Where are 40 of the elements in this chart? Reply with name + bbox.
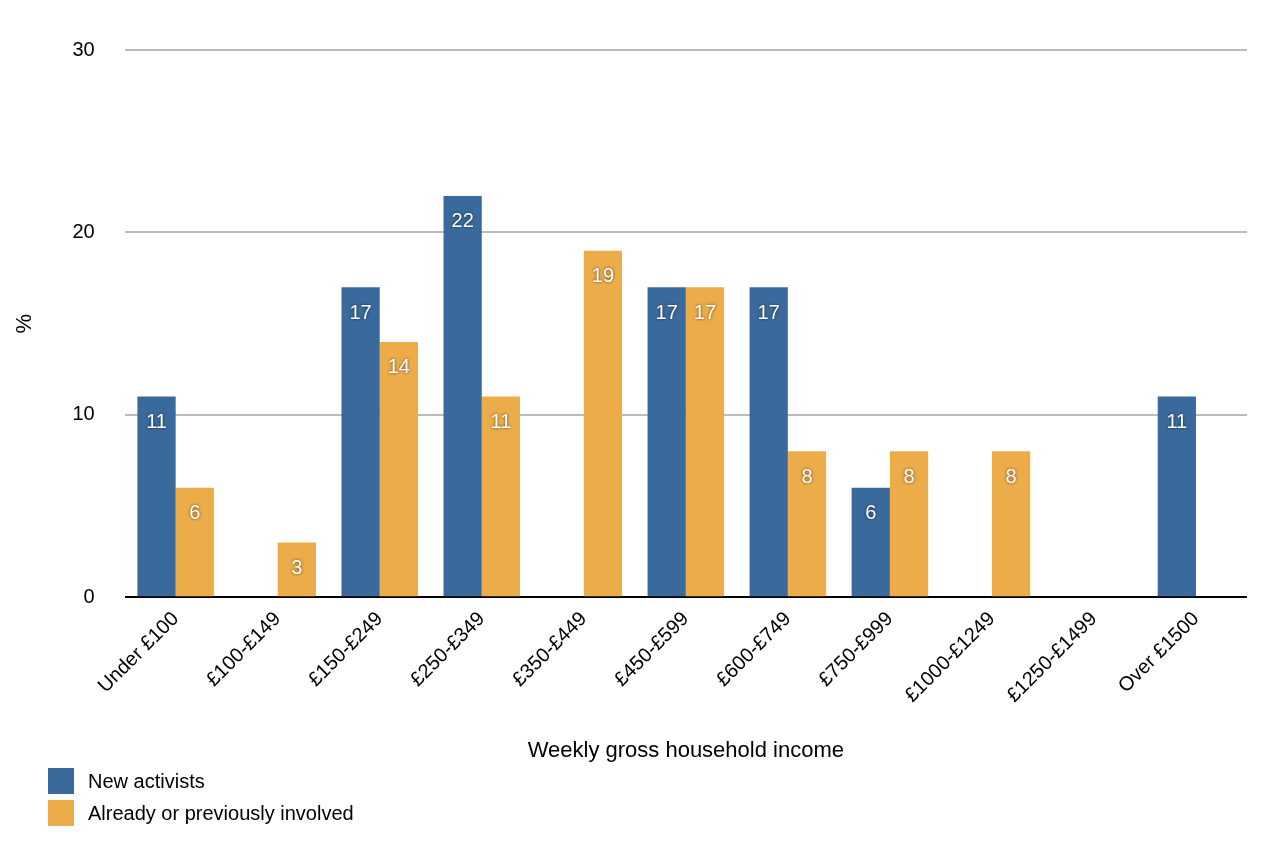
data-label: 8 (801, 464, 813, 487)
data-label: 19 (591, 264, 615, 287)
data-label: 8 (903, 464, 915, 487)
data-label: 8 (1005, 464, 1017, 487)
data-label: 11 (1166, 410, 1188, 433)
bar (583, 250, 623, 597)
data-label: 22 (451, 209, 474, 232)
bar (341, 287, 380, 597)
data-label: 3 (291, 556, 303, 579)
data-label: 17 (693, 300, 717, 323)
y-axis-title: % (11, 313, 37, 334)
data-label: 6 (189, 501, 201, 524)
y-tick-label: 0 (83, 584, 95, 607)
bar (991, 451, 1031, 597)
legend-label: New activists (88, 769, 205, 793)
bar (1157, 396, 1196, 597)
y-tick-label: 20 (72, 219, 95, 242)
bar (379, 341, 418, 597)
bar (889, 451, 929, 597)
bar (647, 287, 686, 597)
data-label: 17 (757, 300, 780, 323)
bar (481, 396, 521, 597)
legend-label: Already or previously involved (88, 801, 354, 825)
bar (443, 195, 482, 597)
bar (749, 287, 788, 597)
bar (851, 487, 890, 597)
y-tick-label: 30 (72, 37, 95, 60)
data-label: 11 (490, 410, 512, 433)
data-label: 14 (387, 355, 410, 378)
y-tick-label: 10 (72, 402, 95, 425)
bar (685, 287, 725, 597)
x-axis-title: Weekly gross household income (527, 736, 844, 762)
bar (137, 396, 176, 597)
bar (175, 487, 214, 597)
bar (787, 451, 827, 597)
data-label: 6 (865, 501, 877, 524)
data-label: 11 (146, 410, 167, 433)
data-label: 17 (349, 300, 372, 323)
data-label: 17 (655, 300, 678, 323)
bar (277, 542, 316, 597)
